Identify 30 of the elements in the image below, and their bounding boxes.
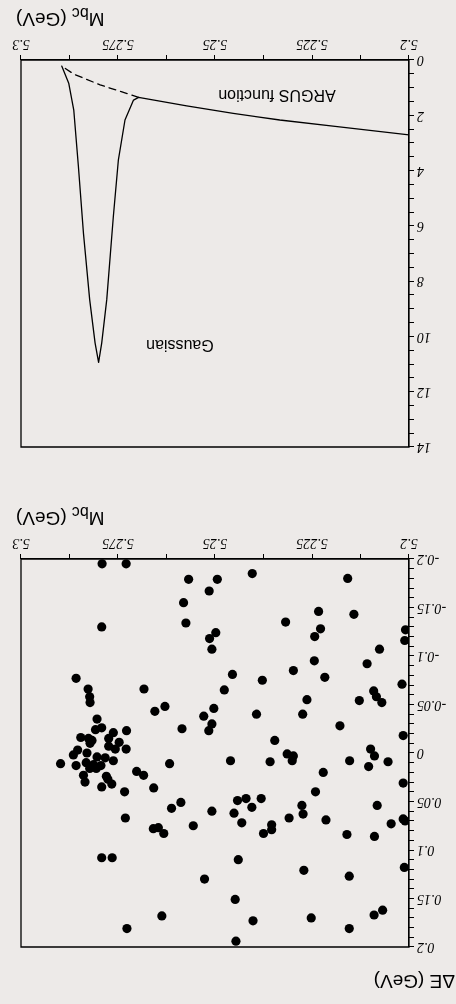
x-tick-label: 5.25 xyxy=(202,535,228,551)
y-tick-label: 0.1 xyxy=(417,843,435,859)
x-tick-label: 5.3 xyxy=(12,535,30,551)
annotation: Gaussian xyxy=(146,336,214,354)
x-tick-label: 5.3 xyxy=(12,36,30,52)
y-tick-label: 14 xyxy=(417,440,431,456)
y-tick-label: -0.05 xyxy=(417,697,447,713)
y-tick-label: -0.1 xyxy=(417,649,440,665)
x-tick-label: 5.225 xyxy=(296,535,328,551)
x-tick-label: 5.2 xyxy=(400,36,418,52)
y-tick-label: -0.2 xyxy=(417,552,440,568)
x-tick-label: 5.2 xyxy=(400,535,418,551)
y-tick-label: 0.15 xyxy=(417,891,442,907)
y-tick-label: 0.05 xyxy=(417,794,442,810)
x-tick-label: 5.225 xyxy=(296,36,328,52)
y-tick-label: 0 xyxy=(417,746,424,762)
y-axis-title: ΔE (GeV) xyxy=(373,970,455,992)
y-tick-label: 2 xyxy=(417,108,424,124)
y-tick-label: -0.15 xyxy=(417,600,447,616)
y-tick-label: 6 xyxy=(417,219,424,235)
y-tick-label: 0 xyxy=(417,53,424,69)
y-tick-label: 10 xyxy=(417,329,431,345)
y-tick-label: 12 xyxy=(417,385,431,401)
annotation: ARGUS function xyxy=(218,86,336,104)
x-tick-label: 5.275 xyxy=(102,36,134,52)
y-tick-label: 0.2 xyxy=(417,940,435,956)
x-tick-label: 5.275 xyxy=(102,535,134,551)
y-tick-label: 8 xyxy=(417,274,424,290)
x-tick-label: 5.25 xyxy=(202,36,228,52)
y-tick-label: 4 xyxy=(417,163,424,179)
